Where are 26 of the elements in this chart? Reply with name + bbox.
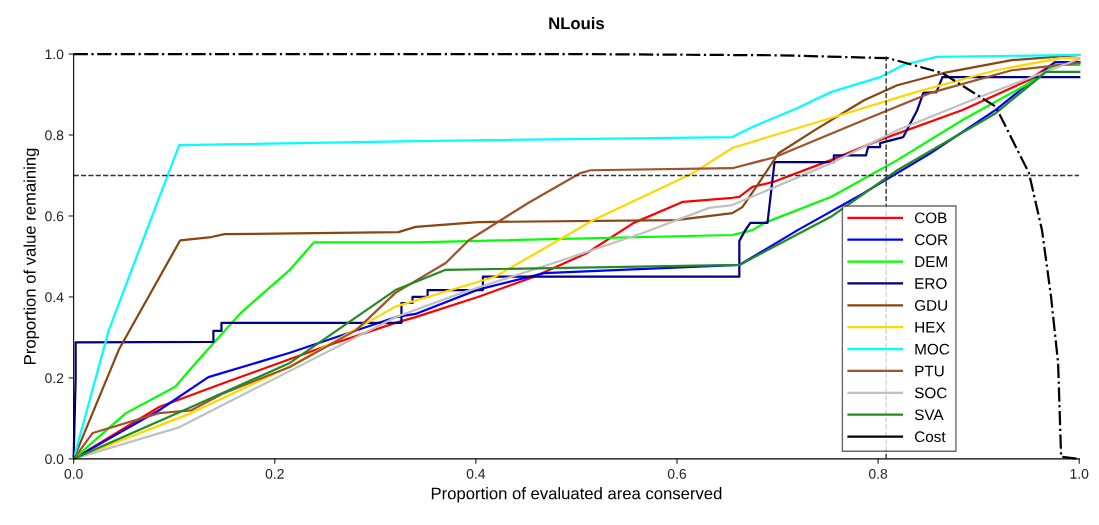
x-tick-label: 1.0 bbox=[1070, 468, 1089, 479]
y-tick-label: 0.8 bbox=[45, 130, 64, 141]
x-tick-label: 0.2 bbox=[265, 468, 284, 479]
x-axis-title: Proportion of evaluated area conserved bbox=[431, 487, 722, 503]
legend-label: DEM bbox=[915, 256, 947, 267]
x-tick-label: 0.8 bbox=[868, 468, 888, 479]
legend-label: PTU bbox=[915, 365, 944, 377]
y-tick-label: 0.4 bbox=[45, 292, 64, 303]
legend-label: HEX bbox=[915, 322, 946, 333]
y-axis-title: Proportion of value remaining bbox=[23, 148, 40, 364]
x-tick-label: 0.4 bbox=[466, 468, 486, 479]
y-tick-label: 0.0 bbox=[45, 454, 64, 465]
legend-label: MOC bbox=[915, 343, 950, 355]
legend-label: ERO bbox=[915, 278, 947, 289]
chart-title: NLouis bbox=[549, 17, 604, 30]
y-tick-label: 1.0 bbox=[45, 49, 64, 60]
x-tick-label: 0.6 bbox=[667, 468, 687, 479]
legend-label: SVA bbox=[914, 409, 944, 421]
y-tick-label: 0.6 bbox=[45, 211, 64, 222]
y-tick-label: 0.2 bbox=[45, 373, 64, 384]
x-tick-label: 0.0 bbox=[64, 468, 83, 479]
legend-label: Cost bbox=[914, 431, 946, 443]
legend-label: GDU bbox=[914, 299, 947, 311]
legend-label: SOC bbox=[914, 387, 947, 399]
legend-label: COB bbox=[914, 212, 947, 224]
legend-label: COR bbox=[914, 234, 948, 246]
